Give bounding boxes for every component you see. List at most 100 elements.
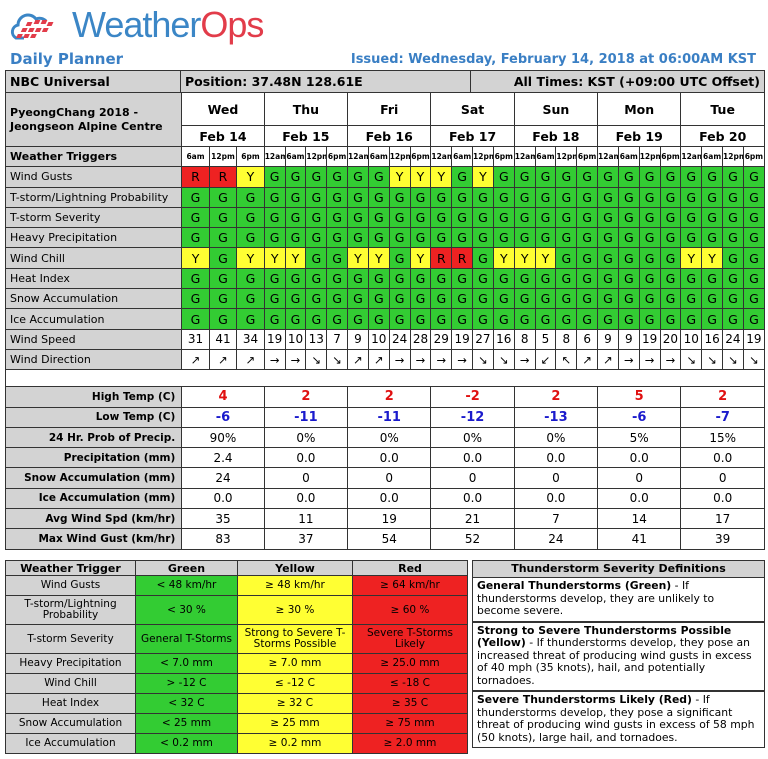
summary-value: 2	[347, 386, 432, 408]
time-slot: 6am	[181, 145, 210, 168]
legend-threshold: ≥ 25.0 mm	[352, 653, 468, 674]
trigger-cell: G	[742, 267, 766, 290]
trigger-cell: Y	[513, 247, 536, 269]
trigger-cell: G	[472, 308, 494, 330]
trigger-cell: R	[181, 166, 210, 188]
trigger-cell: G	[326, 227, 349, 249]
legend-trigger-label: T-storm/Lightning Probability	[5, 595, 136, 625]
day-name: Fri	[347, 92, 432, 126]
trigger-cell: G	[722, 166, 744, 188]
trigger-cell: Y	[680, 247, 703, 269]
trigger-cell: G	[513, 166, 536, 188]
trigger-cell: G	[638, 267, 661, 290]
trigger-cell: G	[472, 247, 494, 269]
legend-threshold: ≥ 32 C	[237, 693, 353, 714]
trigger-cell: G	[263, 227, 286, 249]
legend-threshold: < 7.0 mm	[135, 653, 238, 674]
wind-direction-arrow-icon: ↗	[236, 348, 265, 371]
thunderstorm-definitions: Thunderstorm Severity Definitions Genera…	[472, 560, 765, 748]
trigger-cell: G	[576, 166, 599, 188]
trigger-cell: G	[576, 206, 599, 229]
legend-threshold: ≥ 60 %	[352, 595, 468, 625]
trigger-cell: G	[284, 288, 307, 310]
trigger-cell: G	[597, 227, 619, 249]
trigger-cell: G	[742, 308, 766, 330]
trigger-cell: G	[347, 186, 369, 208]
summary-value: 21	[430, 508, 515, 530]
summary-value: 0%	[263, 426, 349, 449]
trigger-cell: G	[305, 166, 328, 188]
trigger-cell: G	[263, 267, 286, 290]
trigger-cell: R	[208, 166, 238, 188]
summary-label: Low Temp (C)	[4, 406, 183, 428]
time-slot: 12am	[513, 145, 536, 168]
trigger-cell: G	[534, 288, 557, 310]
wind-speed-value: 6	[576, 328, 599, 350]
legend-threshold: ≥ 0.2 mm	[237, 733, 353, 754]
legend-threshold: ≥ 25 mm	[237, 713, 353, 734]
trigger-cell: G	[555, 308, 578, 330]
wind-speed-value: 24	[722, 328, 744, 350]
trigger-cell: G	[326, 166, 349, 188]
daily-summary-row: Max Wind Gust (km/hr) 83 37 54 52 24 41 39	[4, 528, 765, 550]
summary-value: -7	[680, 406, 765, 428]
legend-threshold: ≥ 35 C	[352, 693, 468, 714]
trigger-cell: G	[208, 288, 238, 310]
daily-summary-row: Precipitation (mm) 2.4 0.0 0.0 0.0 0.0 0.0 0.0	[4, 447, 765, 469]
wind-direction-arrow-icon: ↗	[576, 348, 599, 371]
trigger-cell: G	[208, 206, 238, 229]
trigger-cell: G	[181, 267, 210, 290]
trigger-cell: G	[555, 227, 578, 249]
summary-value: 0.0	[597, 447, 682, 469]
time-slot: 6pm	[576, 145, 599, 168]
trigger-cell: G	[181, 288, 210, 310]
trigger-row: Heavy Precipitation G G G G G G G G G G G G G G G G G G G G G…	[4, 227, 766, 249]
day-name: Mon	[597, 92, 682, 126]
legend-row: Heat Index < 32 C ≥ 32 C ≥ 35 C	[5, 693, 468, 714]
trigger-cell: G	[409, 267, 432, 290]
trigger-cell: G	[409, 227, 432, 249]
trigger-row: Wind Gusts R R Y G G G G G G Y Y Y G Y G G G G G G G G G G G G G	[4, 166, 766, 188]
wind-direction-arrow-icon: ↘	[472, 348, 494, 371]
wind-speed-value: 10	[367, 328, 390, 350]
trigger-cell: G	[451, 206, 474, 229]
trigger-cell: G	[367, 288, 390, 310]
trigger-row: T-storm Severity G G G G G G G G G G G G G G G G G G G G G G G G…	[4, 206, 766, 229]
trigger-cell: G	[659, 166, 682, 188]
trigger-cell: G	[638, 308, 661, 330]
trigger-label: Ice Accumulation	[4, 308, 183, 330]
trigger-cell: G	[305, 247, 328, 269]
wind-direction-arrow-icon: →	[617, 348, 640, 371]
trigger-cell: G	[263, 308, 286, 330]
time-slot: 6pm	[326, 145, 349, 168]
trigger-cell: G	[722, 247, 744, 269]
trigger-cell: R	[451, 247, 474, 269]
wind-direction-arrow-icon: →	[388, 348, 411, 371]
trigger-cell: G	[701, 288, 724, 310]
definition-term: Severe Thunderstorms Likely (Red)	[477, 693, 692, 706]
trigger-cell: G	[659, 288, 682, 310]
trigger-cell: G	[722, 206, 744, 229]
summary-value: 0	[347, 467, 432, 489]
trigger-cell: G	[722, 308, 744, 330]
trigger-cell: G	[492, 288, 515, 310]
time-slot: 6am	[534, 145, 557, 168]
summary-value: -12	[430, 406, 515, 428]
trigger-cell: Y	[236, 247, 265, 269]
trigger-cell: G	[472, 186, 494, 208]
summary-value: 5	[597, 386, 682, 408]
summary-value: 7	[513, 508, 599, 530]
definition-term: Strong to Severe Thunderstorms Possible …	[477, 623, 732, 649]
wind-speed-value: 16	[701, 328, 724, 350]
definition-item: Strong to Severe Thunderstorms Possible …	[473, 623, 764, 692]
trigger-cell: G	[347, 308, 369, 330]
trigger-cell: G	[430, 267, 453, 290]
trigger-cell: G	[742, 288, 766, 310]
trigger-cell: G	[680, 186, 703, 208]
legend-trigger-label: Wind Chill	[5, 673, 136, 694]
trigger-cell: R	[430, 247, 453, 269]
trigger-label: Heavy Precipitation	[4, 227, 183, 249]
info-bar: NBC Universal Position: 37.48N 128.61E A…	[5, 70, 765, 93]
time-slot: 6pm	[236, 145, 265, 168]
legend-header: Green	[135, 560, 238, 576]
